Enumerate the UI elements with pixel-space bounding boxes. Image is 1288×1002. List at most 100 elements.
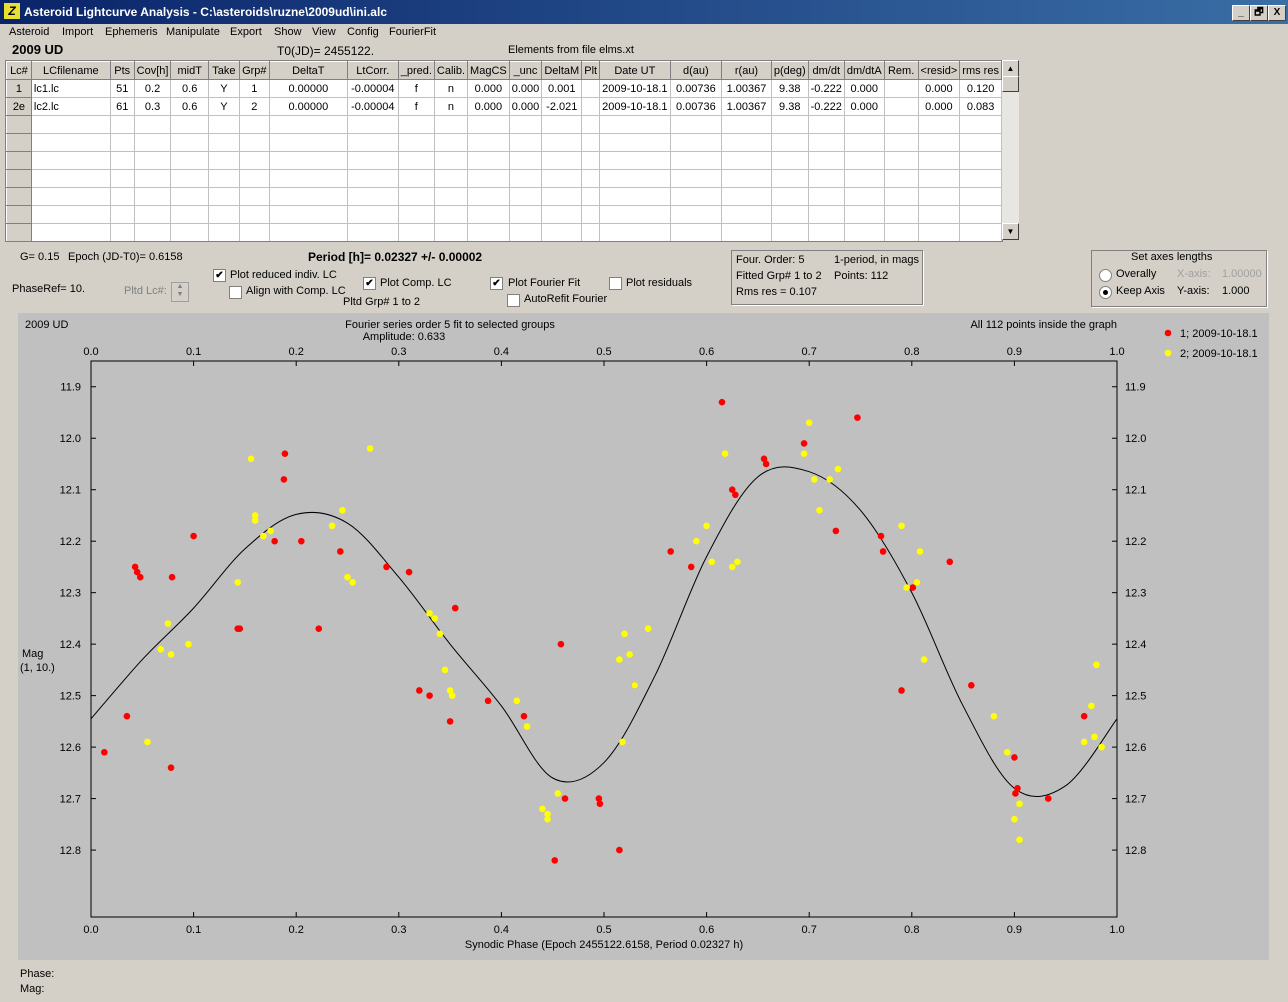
table-cell[interactable] (268, 223, 348, 241)
table-cell[interactable] (959, 115, 1002, 134)
column-header[interactable]: MagCS (467, 61, 510, 80)
table-cell[interactable] (238, 133, 270, 152)
table-cell[interactable]: -2.021 (541, 97, 583, 116)
table-cell[interactable]: 0.00000 (268, 97, 348, 116)
table-cell[interactable] (883, 97, 919, 116)
table-cell[interactable]: 2009-10-18.1 (599, 79, 671, 98)
table-cell[interactable] (807, 187, 845, 206)
table-cell[interactable] (669, 151, 723, 170)
table-cell[interactable]: 9.38 (770, 97, 809, 116)
table-cell[interactable] (207, 223, 240, 241)
table-cell[interactable] (30, 151, 111, 170)
lightcurve-plot[interactable]: 0.0 0.0 0.1 0.1 0.2 0.2 0.3 0.3 0.4 0.4 0.5 0.5 0.6 0… (18, 313, 1269, 960)
row-number-cell[interactable] (6, 223, 32, 241)
column-header[interactable]: d(au) (669, 61, 723, 80)
column-header[interactable]: r(au) (721, 61, 772, 80)
table-cell[interactable] (133, 205, 172, 224)
table-cell[interactable] (508, 115, 543, 134)
column-header[interactable]: LCfilename (30, 61, 111, 80)
column-header[interactable]: rms res (959, 61, 1002, 80)
close-button[interactable]: X (1268, 5, 1286, 21)
table-cell[interactable] (170, 187, 209, 206)
table-cell[interactable] (843, 187, 885, 206)
column-header[interactable]: dm/dt (807, 61, 845, 80)
table-row[interactable]: 1 lc1.lc 51 0.2 0.6 Y 1 0.00000 -0.00004 f n 0.000 0… (6, 79, 1002, 98)
table-cell[interactable]: 9.38 (770, 79, 809, 98)
table-cell[interactable]: -0.222 (807, 97, 845, 116)
plot-residuals-checkbox[interactable] (609, 277, 622, 290)
table-cell[interactable] (581, 151, 601, 170)
table-cell[interactable] (599, 187, 671, 206)
row-number-cell[interactable] (6, 205, 32, 224)
column-header[interactable]: Calib. (433, 61, 469, 80)
plot-reduced-checkbox[interactable]: ✔ (213, 269, 226, 282)
table-cell[interactable] (346, 205, 399, 224)
table-cell[interactable] (170, 133, 209, 152)
table-cell[interactable]: 0.3 (133, 97, 172, 116)
table-cell[interactable] (467, 187, 510, 206)
table-cell[interactable] (959, 187, 1002, 206)
table-cell[interactable] (30, 133, 111, 152)
table-cell[interactable] (721, 223, 772, 241)
table-cell[interactable]: 0.000 (843, 79, 885, 98)
table-cell[interactable] (721, 115, 772, 134)
table-cell[interactable] (541, 133, 583, 152)
table-cell[interactable] (721, 169, 772, 188)
table-cell[interactable] (843, 151, 885, 170)
table-cell[interactable] (669, 133, 723, 152)
row-number-cell[interactable] (6, 169, 32, 188)
table-cell[interactable]: 0.000 (917, 79, 961, 98)
table-cell[interactable] (397, 133, 435, 152)
table-cell[interactable] (883, 133, 919, 152)
table-cell[interactable] (207, 115, 240, 134)
table-row[interactable] (6, 223, 1002, 241)
table-cell[interactable] (770, 169, 809, 188)
table-cell[interactable] (508, 223, 543, 241)
table-cell[interactable] (467, 205, 510, 224)
table-cell[interactable] (770, 151, 809, 170)
table-cell[interactable] (669, 169, 723, 188)
table-cell[interactable] (109, 115, 135, 134)
column-header[interactable]: p(deg) (770, 61, 809, 80)
table-cell[interactable] (30, 169, 111, 188)
keep-axis-radio[interactable] (1099, 286, 1112, 299)
scroll-thumb[interactable] (1002, 76, 1019, 92)
table-cell[interactable] (581, 79, 601, 98)
table-cell[interactable] (268, 115, 348, 134)
minimize-button[interactable]: _ (1232, 5, 1250, 21)
table-cell[interactable] (843, 169, 885, 188)
table-cell[interactable] (346, 133, 399, 152)
table-cell[interactable]: 1.00367 (721, 97, 772, 116)
column-header[interactable]: <resid> (917, 61, 961, 80)
table-row[interactable] (6, 115, 1002, 134)
table-row[interactable] (6, 187, 1002, 206)
table-cell[interactable] (346, 223, 399, 241)
table-cell[interactable]: 2 (238, 97, 270, 116)
menu-manipulate[interactable]: Manipulate (166, 26, 220, 38)
table-cell[interactable] (917, 187, 961, 206)
table-cell[interactable] (397, 187, 435, 206)
table-cell[interactable] (599, 115, 671, 134)
pltd-lc-spinner[interactable]: ▲ ▼ (171, 282, 189, 302)
table-cell[interactable] (238, 115, 270, 134)
table-cell[interactable] (917, 205, 961, 224)
table-cell[interactable] (541, 115, 583, 134)
table-cell[interactable] (109, 133, 135, 152)
table-cell[interactable] (721, 205, 772, 224)
table-cell[interactable] (238, 223, 270, 241)
menu-ephemeris[interactable]: Ephemeris (105, 26, 158, 38)
table-cell[interactable] (207, 133, 240, 152)
table-cell[interactable] (581, 169, 601, 188)
plot-canvas[interactable]: 0.0 0.0 0.1 0.1 0.2 0.2 0.3 0.3 0.4 0.4 0.5 0.5 0.6 0… (18, 313, 1269, 960)
scroll-up-icon[interactable]: ▲ (1002, 60, 1019, 77)
table-cell[interactable] (721, 151, 772, 170)
table-cell[interactable] (843, 133, 885, 152)
column-header[interactable]: Grp# (238, 61, 270, 80)
table-cell[interactable] (346, 151, 399, 170)
table-cell[interactable] (807, 223, 845, 241)
menu-config[interactable]: Config (347, 26, 379, 38)
table-cell[interactable]: -0.00004 (346, 97, 399, 116)
table-scrollbar[interactable]: ▲ ▼ (1002, 60, 1019, 240)
table-cell[interactable] (268, 169, 348, 188)
table-cell[interactable] (207, 205, 240, 224)
